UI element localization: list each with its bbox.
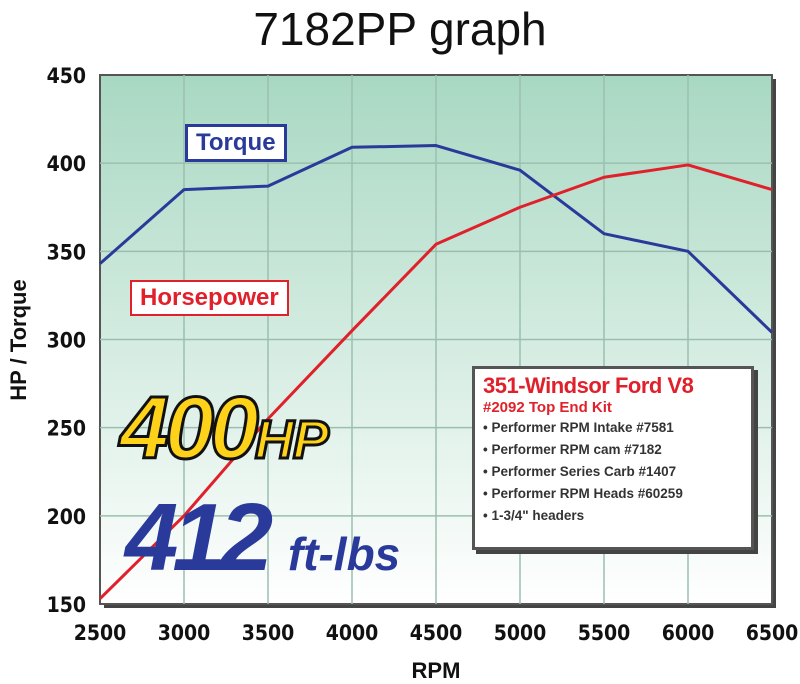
x-tick-label: 5000 — [494, 621, 547, 645]
y-axis-label: HP / Torque — [6, 279, 31, 400]
x-tick-label: 6000 — [662, 621, 715, 645]
x-tick-label: 6500 — [746, 621, 799, 645]
hp-unit: HP — [253, 409, 330, 472]
x-tick-label: 5500 — [578, 621, 631, 645]
torque-unit: ft-lbs — [287, 528, 401, 580]
torque-value: 412 — [125, 484, 273, 591]
x-tick-label: 4000 — [326, 621, 379, 645]
y-tick-label: 400 — [47, 152, 86, 176]
info-item: • Performer RPM Heads #60259 — [483, 486, 683, 501]
chart-title: 7182PP graph — [253, 3, 547, 55]
info-subtitle: #2092 Top End Kit — [483, 399, 612, 416]
x-tick-label: 3500 — [242, 621, 295, 645]
x-axis-label: RPM — [412, 658, 461, 683]
hp-callout: 400HP — [119, 381, 331, 485]
hp-value: 400 — [119, 378, 261, 477]
info-item: • Performer RPM Intake #7581 — [483, 420, 674, 435]
info-item: • Performer RPM cam #7182 — [483, 442, 662, 457]
torque-callout: 412 ft-lbs — [125, 488, 400, 604]
info-title: 351-Windsor Ford V8 — [483, 373, 694, 398]
y-tick-label: 300 — [47, 329, 86, 353]
info-box: 351-Windsor Ford V8 #2092 Top End Kit • … — [472, 366, 754, 550]
x-tick-label: 2500 — [74, 621, 127, 645]
x-tick-label: 3000 — [158, 621, 211, 645]
legend-horsepower: Horsepower — [130, 280, 289, 316]
y-tick-label: 150 — [47, 593, 86, 617]
y-tick-label: 350 — [47, 240, 86, 264]
legend-torque: Torque — [185, 124, 287, 162]
y-tick-label: 200 — [47, 505, 86, 529]
info-item: • 1-3/4" headers — [483, 508, 585, 523]
info-item: • Performer Series Carb #1407 — [483, 464, 677, 479]
y-tick-label: 450 — [47, 64, 86, 88]
x-tick-label: 4500 — [410, 621, 463, 645]
y-tick-label: 250 — [47, 417, 86, 441]
